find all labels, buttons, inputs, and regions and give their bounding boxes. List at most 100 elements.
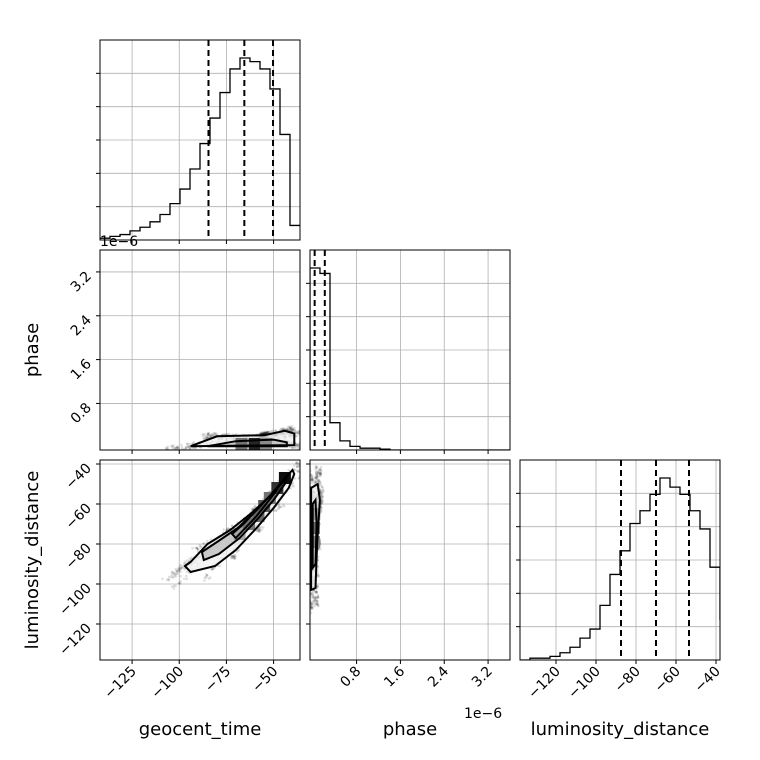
sample-point xyxy=(274,429,277,433)
sample-point xyxy=(305,448,308,451)
sample-point xyxy=(234,554,237,557)
sample-point xyxy=(316,477,319,481)
x-tick-label-geocent-time: −125 xyxy=(101,664,140,703)
sample-point xyxy=(262,431,265,435)
sample-point xyxy=(316,574,320,578)
sample-point xyxy=(303,455,306,458)
sample-point xyxy=(268,430,272,434)
sample-point xyxy=(306,599,309,602)
sample-point xyxy=(232,555,236,559)
sample-point xyxy=(295,444,299,448)
sample-point xyxy=(317,575,320,579)
sample-point xyxy=(321,495,324,499)
sample-point xyxy=(315,465,318,468)
sample-point xyxy=(289,486,292,490)
sample-point xyxy=(316,596,319,599)
sample-point xyxy=(165,578,169,582)
sample-point xyxy=(291,428,295,431)
sample-point xyxy=(166,450,169,453)
sample-point xyxy=(191,446,195,450)
sample-point xyxy=(259,432,263,435)
sample-point xyxy=(310,478,313,482)
sample-point xyxy=(203,576,207,579)
sample-point xyxy=(260,431,264,434)
sample-point xyxy=(174,574,178,578)
sample-point xyxy=(180,447,184,450)
sample-point xyxy=(317,604,320,607)
sample-point xyxy=(266,430,270,434)
sample-point xyxy=(202,437,206,441)
sample-point xyxy=(295,431,299,435)
sample-point xyxy=(314,591,318,594)
sample-point xyxy=(295,465,299,468)
sample-point xyxy=(235,550,239,554)
sample-point xyxy=(291,428,295,432)
sample-point xyxy=(289,427,293,430)
sample-point xyxy=(293,468,297,471)
sample-point xyxy=(172,572,176,575)
sample-point xyxy=(279,505,283,508)
sample-point xyxy=(230,554,233,558)
sample-point xyxy=(258,529,261,532)
sample-point xyxy=(303,446,306,449)
x-tick-label-luminosity-distance: −120 xyxy=(525,664,564,703)
sample-point xyxy=(252,507,255,510)
sample-point xyxy=(317,468,321,472)
sample-point xyxy=(293,426,296,430)
sample-point xyxy=(319,470,323,473)
sample-point xyxy=(310,455,313,458)
sample-point xyxy=(290,484,294,487)
sample-point xyxy=(178,582,182,585)
sample-point xyxy=(267,430,271,434)
sample-point xyxy=(315,474,319,477)
sample-point xyxy=(201,434,205,438)
sample-point xyxy=(262,526,265,529)
sample-point xyxy=(206,433,210,436)
sample-point xyxy=(301,467,304,470)
sample-point xyxy=(312,600,315,603)
sample-point xyxy=(184,447,187,450)
sample-point xyxy=(314,476,317,480)
sample-point xyxy=(207,577,211,580)
sample-point xyxy=(310,606,314,609)
sample-point xyxy=(296,469,300,473)
sample-point xyxy=(172,587,176,590)
sample-point xyxy=(230,556,233,560)
sample-point xyxy=(172,444,175,447)
y-offset-label-phase: 1e−6 xyxy=(100,234,138,250)
sample-point xyxy=(311,593,314,597)
sample-point xyxy=(321,500,324,503)
sample-point xyxy=(306,430,309,433)
sample-point xyxy=(315,473,319,477)
sample-point xyxy=(280,428,284,431)
sample-point xyxy=(296,465,300,469)
sample-point xyxy=(314,590,318,594)
sample-point xyxy=(304,459,307,462)
x-tick-label-phase: 1.6 xyxy=(381,663,408,690)
sample-point xyxy=(183,447,186,450)
y-tick-label-phase: 3.2 xyxy=(68,268,95,295)
sample-point xyxy=(186,445,190,448)
sample-point xyxy=(177,447,180,450)
sample-point xyxy=(306,596,309,599)
x-tick-label-phase: 0.8 xyxy=(337,664,364,691)
contour-line xyxy=(183,468,296,574)
sample-point xyxy=(301,468,304,471)
histogram-phase xyxy=(310,267,510,450)
sample-point xyxy=(314,481,317,485)
sample-point xyxy=(315,479,318,482)
sample-point xyxy=(320,495,324,499)
x-axis-title-phase: phase xyxy=(383,719,437,740)
sample-point xyxy=(186,442,189,445)
sample-point xyxy=(305,428,308,431)
sample-point xyxy=(263,430,266,434)
sample-point xyxy=(306,461,309,464)
sample-point xyxy=(289,427,292,430)
sample-point xyxy=(307,445,310,448)
sample-point xyxy=(310,603,313,607)
sample-point xyxy=(303,432,306,435)
sample-point xyxy=(310,611,313,615)
sample-point xyxy=(296,461,299,465)
sample-point xyxy=(311,481,315,485)
